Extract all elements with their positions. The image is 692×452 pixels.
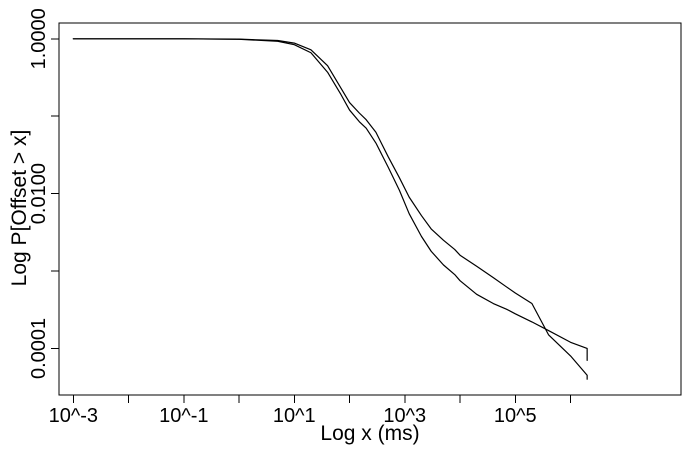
x-axis-ticks: 10^-3 10^-1 10^1 10^3 10^5 [49,395,572,427]
series-line-2 [72,38,588,361]
y-tick-label: 1.0000 [28,8,50,69]
y-tick-label: 0.0100 [28,163,50,224]
x-tick-label: 10^1 [273,405,316,427]
x-tick-label: 10^-3 [49,405,98,427]
x-tick-label: 10^-1 [159,405,208,427]
y-axis-ticks: 1.0000 0.0100 0.0001 [28,8,59,379]
y-axis-title: Log P[Offset > x] [8,130,31,287]
x-tick-label: 10^3 [383,405,426,427]
series-line-1 [72,38,588,380]
x-axis-title: Log x (ms) [320,422,419,445]
plot-area-frame [58,22,682,396]
series-layer [72,38,588,380]
y-tick-label: 0.0001 [28,318,50,379]
x-tick-label: 10^5 [494,405,537,427]
